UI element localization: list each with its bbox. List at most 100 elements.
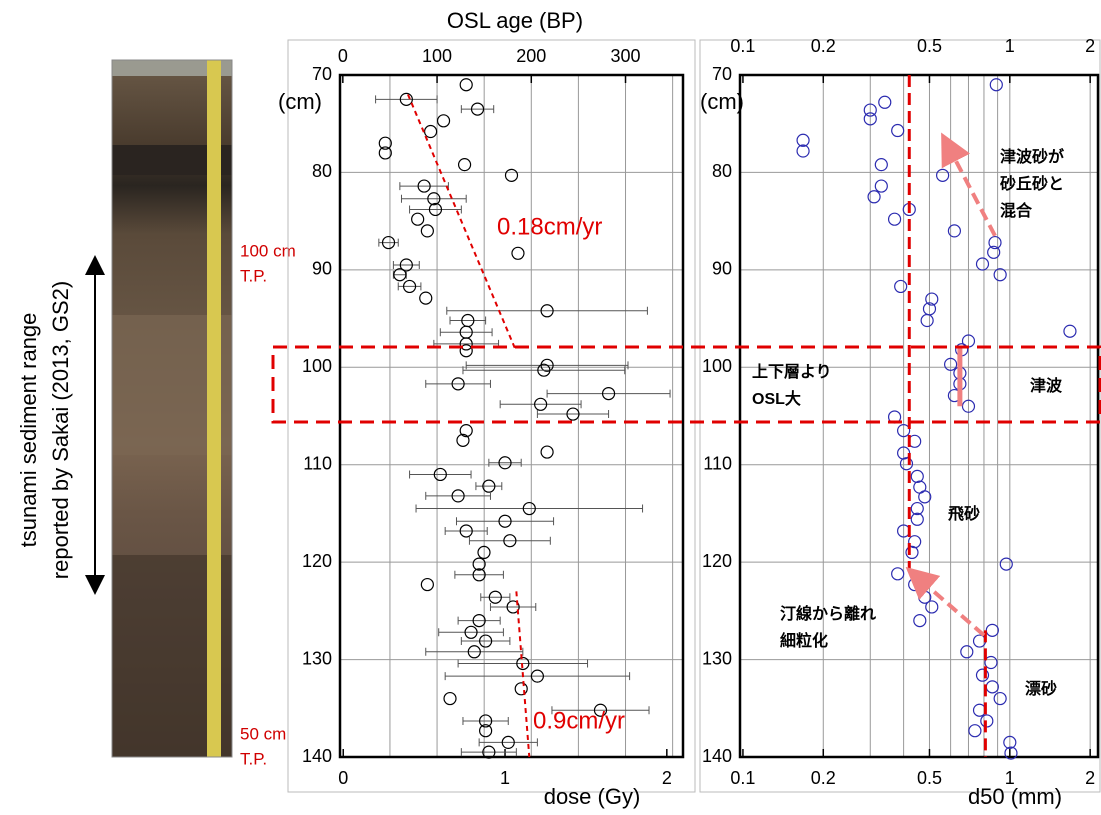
point [918, 490, 932, 504]
x-axis-title: dose (Gy) [544, 784, 641, 809]
point [863, 112, 877, 126]
x-tick-label-top: 0.2 [811, 36, 836, 56]
point [908, 577, 922, 592]
y-tick-label: 110 [703, 453, 732, 473]
point [472, 557, 486, 571]
point [479, 634, 493, 648]
error-bar [546, 389, 671, 398]
trend-line [407, 94, 516, 349]
annotation: 漂砂 [1025, 679, 1057, 698]
x-axis-title: d50 (mm) [968, 784, 1062, 809]
point [989, 78, 1003, 92]
point [498, 514, 512, 528]
trend-line [515, 591, 531, 758]
x-tick-label-top: 1 [1005, 36, 1015, 56]
y-tick-label: 70 [712, 64, 732, 84]
core-label: 100 cm [240, 241, 296, 260]
point [984, 655, 998, 670]
x-tick-label-top: 0.1 [730, 36, 755, 56]
point [443, 691, 457, 706]
error-bar [378, 238, 399, 247]
point [925, 292, 939, 306]
point [887, 212, 902, 226]
y-tick-label: 130 [302, 648, 332, 668]
point [1003, 735, 1017, 749]
panel-frame [699, 39, 1101, 793]
point [411, 212, 425, 226]
point [459, 78, 473, 92]
trend-label: 0.18cm/yr [497, 213, 602, 240]
annotation: OSL大 [752, 389, 801, 408]
point [961, 399, 976, 413]
x-tick-label: 2 [1085, 768, 1095, 788]
point [920, 313, 934, 328]
y-tick-label: 100 [702, 356, 732, 376]
point [999, 557, 1013, 571]
x-tick-label: 0.5 [917, 768, 942, 788]
y-axis-title: (cm) [700, 89, 744, 114]
y-tick-label: 110 [303, 453, 332, 473]
error-bar [468, 536, 551, 545]
point [897, 424, 911, 438]
point [428, 202, 443, 217]
point [960, 645, 974, 659]
point [511, 246, 525, 260]
point [504, 168, 519, 182]
point [433, 467, 447, 482]
point [459, 344, 473, 358]
point [910, 512, 924, 526]
core-label: 50 cm [240, 724, 286, 743]
point [540, 304, 554, 318]
point [488, 590, 502, 604]
x-tick-label: 0 [338, 768, 348, 788]
point [593, 703, 608, 717]
error-bar [444, 526, 488, 535]
point [985, 680, 999, 694]
point [477, 545, 491, 560]
y-tick-label: 90 [312, 259, 332, 279]
point [457, 158, 472, 172]
y-tick-label: 130 [702, 648, 732, 668]
x-tick-label: 0.2 [811, 768, 836, 788]
error-bar [446, 306, 648, 315]
y-tick-label: 140 [702, 746, 732, 766]
error-bar [392, 260, 420, 269]
tsunami-box [271, 345, 1101, 424]
point [968, 724, 982, 738]
error-bar [455, 517, 555, 526]
range-note: reported by Sakai (2013, GS2) [48, 281, 73, 579]
error-bar [460, 637, 511, 646]
annotation: 混合 [1000, 201, 1033, 220]
point [417, 179, 431, 193]
trend-label: 0.9cm/yr [533, 707, 625, 734]
x2-axis-title: OSL age (BP) [447, 8, 583, 33]
point [399, 92, 413, 106]
x-tick-label: 0.1 [730, 768, 755, 788]
point [878, 95, 892, 109]
error-bar [397, 282, 422, 291]
point [891, 123, 905, 138]
error-bar [536, 410, 610, 419]
point [501, 735, 515, 749]
point [459, 337, 473, 351]
point [522, 501, 536, 516]
error-bar [375, 95, 438, 104]
point [910, 469, 924, 484]
point [456, 433, 470, 447]
y-tick-label: 140 [302, 746, 332, 766]
point [905, 545, 919, 560]
core-label: T.P. [240, 266, 267, 285]
point [516, 656, 530, 671]
y-tick-label: 120 [302, 551, 332, 571]
point [402, 279, 417, 294]
annotation: 上下層より [752, 363, 832, 381]
error-bar [489, 602, 537, 611]
annotation: 津波 [1030, 376, 1063, 395]
error-bar [425, 379, 491, 388]
annotation: 飛砂 [947, 504, 980, 523]
error-bar [449, 316, 487, 325]
y-tick-label: 120 [702, 551, 732, 571]
point [451, 377, 465, 391]
